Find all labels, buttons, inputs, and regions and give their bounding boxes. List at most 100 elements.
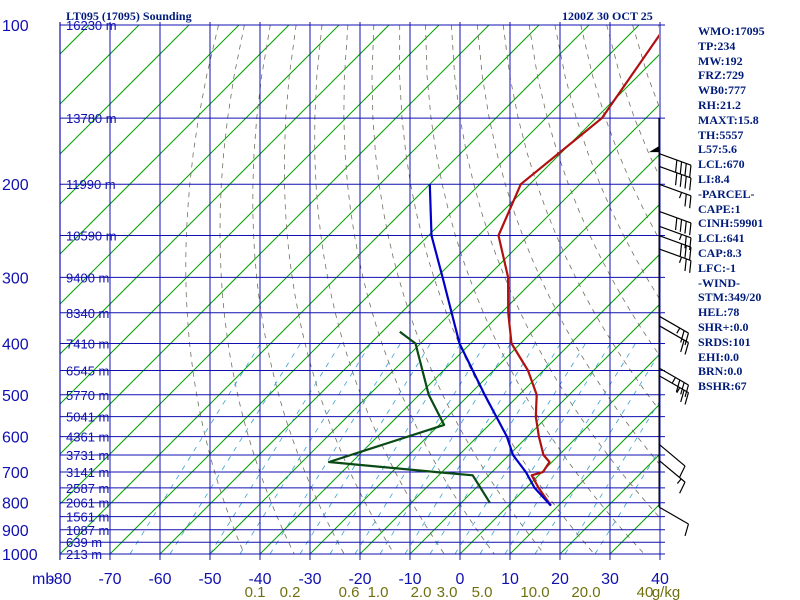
isotherm-line — [60, 24, 240, 205]
wind-barb-staff — [658, 367, 689, 386]
height-label: 3731 m — [66, 448, 109, 463]
wind-barb-flag — [684, 176, 687, 189]
wind-barb-staff — [658, 375, 689, 394]
height-label: 639 m — [66, 535, 102, 550]
wind-barb-staff — [658, 153, 692, 166]
sounding-series — [327, 33, 659, 507]
height-label: 11990 m — [66, 177, 116, 192]
mixing-ratio-line — [169, 343, 301, 555]
mixing-ratio-label: 3.0 — [437, 584, 458, 600]
height-label: 16230 m — [66, 18, 117, 33]
mixing-ratio-label: 0.6 — [339, 584, 360, 600]
dry-adiabat-line — [252, 24, 345, 555]
wind-barb-staff — [658, 506, 689, 525]
pressure-tick-label: 700 — [2, 465, 29, 482]
wind-barb-flag — [689, 260, 692, 273]
mixing-ratio-line — [454, 343, 586, 555]
temperature-tick-label: 0 — [456, 571, 465, 588]
isotherm-line — [60, 24, 440, 405]
wind-barb-flag — [689, 165, 692, 178]
wind-barb — [658, 248, 692, 273]
mixing-ratio-line — [269, 343, 401, 555]
wind-barb — [658, 210, 692, 236]
isotherm-line — [109, 24, 640, 555]
parameter-item: EHI:0.0 — [698, 349, 740, 364]
parameter-item: TH:5557 — [698, 127, 744, 142]
wind-barb-half — [678, 256, 683, 263]
wind-barb-staff — [658, 210, 692, 224]
height-label: 213 m — [66, 547, 102, 562]
temperature-line — [497, 33, 659, 507]
wind-barb-flag — [680, 339, 685, 353]
parameter-item: -WIND- — [698, 275, 740, 290]
wind-barb-half — [678, 192, 683, 199]
temperature-tick-label: 30 — [601, 571, 619, 588]
parameter-item: SHR+:0.0 — [698, 319, 749, 334]
wind-barb-staff — [658, 325, 689, 344]
wind-barb — [658, 225, 692, 251]
wind-barb-flag — [679, 174, 683, 187]
wind-barb-flag — [674, 160, 678, 173]
wind-barb-half — [676, 478, 682, 484]
wind-barb-flag — [684, 245, 687, 258]
temperature-tick-label: 20 — [551, 571, 569, 588]
wind-barb — [658, 165, 692, 191]
height-label: 2061 m — [66, 496, 109, 511]
pressure-tick-label: 200 — [2, 177, 29, 194]
isotherm-line — [760, 25, 800, 554]
isotherm-lines — [60, 24, 800, 555]
temperature-tick-label: -30 — [298, 571, 321, 588]
wind-barb — [658, 315, 690, 346]
wind-barb-staff — [658, 225, 692, 239]
wind-barb-staff — [658, 234, 692, 248]
parameter-item: HEL:78 — [698, 305, 740, 320]
isotherm-line — [60, 24, 490, 455]
pressure-tick-label: 800 — [2, 496, 29, 513]
height-label: 10590 m — [66, 229, 117, 244]
pressure-tick-label: 500 — [2, 388, 29, 405]
wind-barbs — [649, 118, 692, 537]
parameter-item: LCL:670 — [698, 157, 745, 172]
height-label: 5770 m — [66, 388, 109, 403]
parameter-item: TP:234 — [698, 38, 736, 53]
parameter-item: MAXT:15.8 — [698, 112, 759, 127]
height-label: 7410 m — [66, 336, 109, 351]
wind-barb-flag — [684, 163, 687, 176]
wind-barb-flag — [684, 235, 687, 249]
isotherm-line — [60, 24, 390, 355]
isotherm-line — [559, 454, 659, 555]
mixing-ratio-line — [479, 343, 611, 555]
pressure-tick-label: 300 — [2, 270, 29, 287]
mixing-ratio-line — [299, 343, 431, 555]
isotherm-line — [309, 204, 659, 555]
dry-adiabat-line — [580, 24, 659, 240]
parameter-item: LCL:641 — [698, 231, 745, 246]
height-label: 4361 m — [66, 430, 109, 445]
parameter-item: CAP:8.3 — [698, 245, 742, 260]
parameter-item: BRN:0.0 — [698, 364, 743, 379]
wind-barb — [658, 443, 686, 478]
wind-barb-half — [676, 327, 681, 334]
wind-barb-flag — [689, 195, 692, 209]
parameter-panel: WMO:17095 TP:234 MW:192 FRZ:729 WB0:777 RH:21… — [698, 24, 765, 394]
mixing-ratio-line — [209, 343, 341, 555]
height-label: 5041 m — [66, 410, 109, 425]
temperature-tick-label: 40 — [651, 571, 669, 588]
parameter-item: STM:349/20 — [698, 290, 762, 305]
wind-barb-half — [676, 387, 681, 394]
temperature-tick-label: -60 — [148, 571, 171, 588]
mixing-ratio-line — [534, 353, 659, 555]
height-label: 9400 m — [66, 270, 109, 285]
wind-barb-flag — [689, 222, 692, 236]
parameter-item: CAPE:1 — [698, 201, 741, 216]
temperature-tick-label: -50 — [198, 571, 221, 588]
wind-barb — [658, 375, 690, 405]
wind-barb-flag — [684, 392, 690, 405]
parameter-item: LFC:-1 — [698, 260, 736, 275]
isotherm-line — [359, 254, 659, 555]
dry-adiabat-line — [788, 25, 800, 554]
mixing-ratio-line — [429, 343, 561, 555]
isotherm-line — [60, 24, 190, 155]
isotherm-line — [60, 24, 290, 255]
